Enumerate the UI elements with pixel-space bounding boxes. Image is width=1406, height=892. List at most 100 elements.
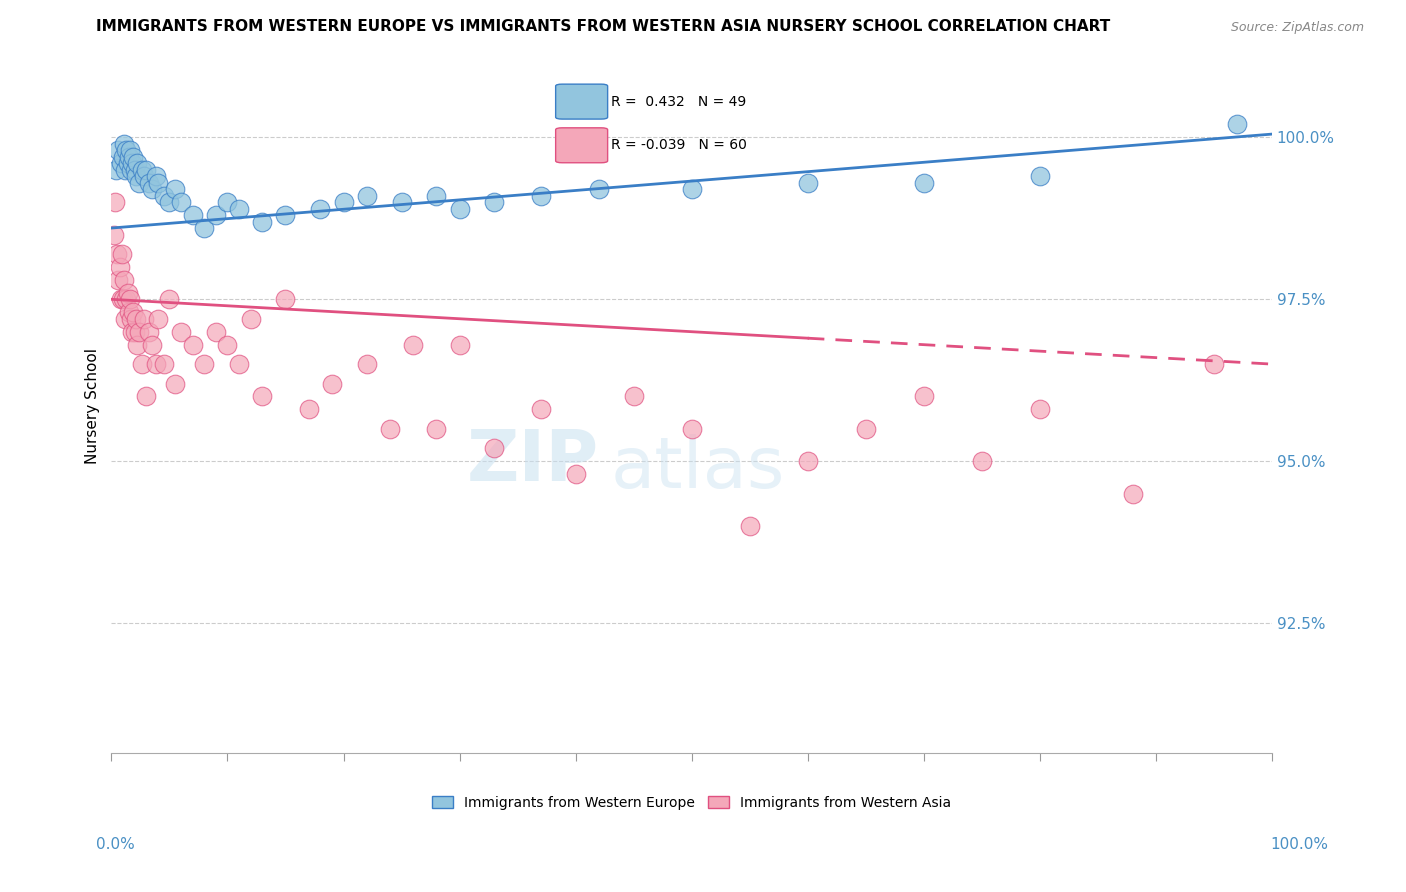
Point [274, 208, 297, 222]
Point [391, 195, 413, 210]
Point [170, 195, 193, 210]
Text: atlas: atlas [610, 434, 785, 503]
Point [425, 188, 447, 202]
Point [1029, 402, 1052, 417]
Point [1226, 117, 1249, 131]
Point [145, 357, 167, 371]
Point [274, 293, 297, 307]
Point [141, 337, 163, 351]
Point [118, 150, 141, 164]
Point [120, 162, 142, 177]
Point [146, 176, 169, 190]
Point [111, 293, 134, 307]
Point [117, 156, 139, 170]
Point [564, 467, 586, 482]
Point [135, 389, 157, 403]
Point [228, 357, 250, 371]
Point [125, 311, 148, 326]
Point [117, 285, 139, 300]
Point [159, 195, 181, 210]
Point [332, 195, 354, 210]
Point [239, 311, 262, 326]
Point [120, 311, 142, 326]
Point [205, 208, 228, 222]
Point [132, 169, 155, 184]
Point [115, 143, 138, 157]
Point [138, 176, 160, 190]
Text: ZIP: ZIP [467, 427, 599, 496]
Point [124, 162, 146, 177]
Point [118, 293, 141, 307]
Point [796, 454, 818, 468]
Point [912, 389, 935, 403]
Text: IMMIGRANTS FROM WESTERN EUROPE VS IMMIGRANTS FROM WESTERN ASIA NURSERY SCHOOL CO: IMMIGRANTS FROM WESTERN EUROPE VS IMMIGR… [96, 20, 1109, 34]
Point [111, 150, 134, 164]
Point [145, 169, 167, 184]
Point [530, 402, 553, 417]
Point [114, 311, 136, 326]
Point [111, 247, 134, 261]
Point [588, 182, 610, 196]
Point [115, 293, 138, 307]
Point [125, 156, 148, 170]
Point [128, 176, 150, 190]
Point [402, 337, 425, 351]
Point [132, 311, 155, 326]
Point [193, 221, 215, 235]
Point [356, 188, 378, 202]
Point [484, 195, 506, 210]
Point [1122, 486, 1144, 500]
Point [124, 325, 146, 339]
Point [128, 325, 150, 339]
Point [1202, 357, 1225, 371]
Point [125, 169, 148, 184]
Point [112, 273, 135, 287]
Point [165, 182, 187, 196]
Text: 100.0%: 100.0% [1271, 838, 1329, 852]
Point [912, 176, 935, 190]
Point [449, 337, 471, 351]
Point [121, 156, 143, 170]
Point [146, 311, 169, 326]
Point [855, 422, 877, 436]
Point [110, 156, 132, 170]
Y-axis label: Nursery School: Nursery School [86, 348, 100, 464]
Text: 0.0%: 0.0% [96, 838, 135, 852]
Point [252, 389, 274, 403]
Point [152, 188, 174, 202]
Point [138, 325, 160, 339]
Point [107, 273, 129, 287]
Point [181, 337, 204, 351]
Point [131, 357, 153, 371]
Point [309, 202, 332, 216]
Point [623, 389, 645, 403]
Point [681, 182, 703, 196]
Point [170, 325, 193, 339]
Point [104, 195, 127, 210]
Point [103, 227, 125, 242]
Point [110, 293, 132, 307]
Text: Source: ZipAtlas.com: Source: ZipAtlas.com [1230, 21, 1364, 34]
Point [205, 325, 228, 339]
Point [217, 195, 239, 210]
Point [321, 376, 343, 391]
Point [252, 214, 274, 228]
Point [425, 422, 447, 436]
Point [131, 162, 153, 177]
Point [681, 422, 703, 436]
Point [107, 143, 129, 157]
Point [193, 357, 215, 371]
Point [114, 162, 136, 177]
Point [228, 202, 250, 216]
Point [530, 188, 553, 202]
Point [152, 357, 174, 371]
Point [970, 454, 993, 468]
Point [484, 442, 506, 456]
Point [378, 422, 401, 436]
Point [165, 376, 187, 391]
Point [105, 162, 128, 177]
Point [181, 208, 204, 222]
Point [122, 305, 145, 319]
Point [112, 136, 135, 151]
Point [141, 182, 163, 196]
